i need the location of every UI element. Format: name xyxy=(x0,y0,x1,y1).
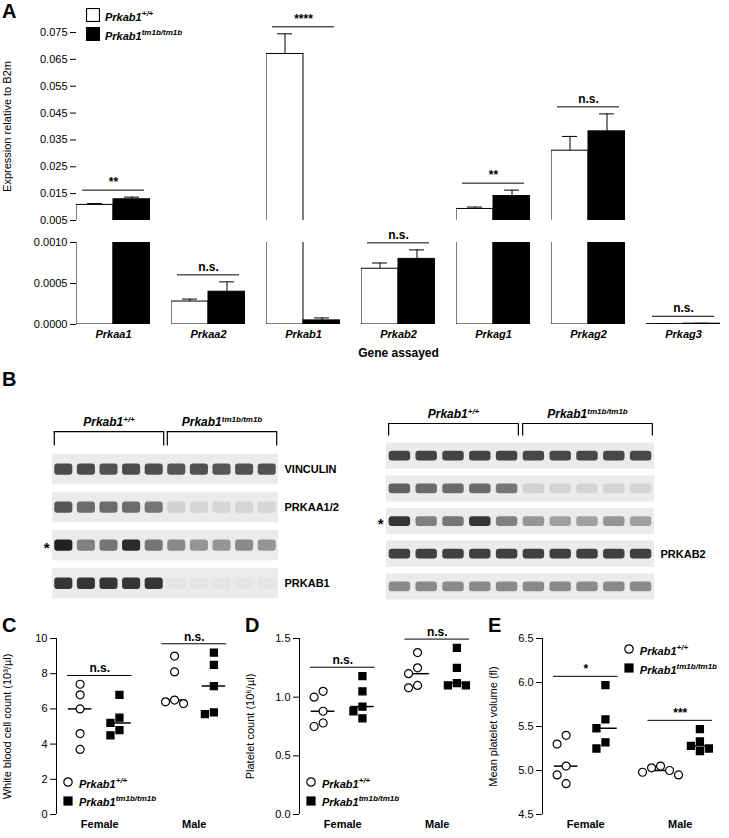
svg-text:1.0: 1.0 xyxy=(275,691,290,703)
svg-text:6.0: 6.0 xyxy=(518,676,533,688)
svg-text:0.015: 0.015 xyxy=(40,187,68,199)
html-text:C: C xyxy=(2,614,17,636)
svg-text:Prkaa1: Prkaa1 xyxy=(95,328,131,340)
svg-text:Prkag1: Prkag1 xyxy=(475,328,512,340)
svg-text:n.s.: n.s. xyxy=(673,301,694,315)
svg-text:n.s.: n.s. xyxy=(89,661,110,675)
svg-text:1.5: 1.5 xyxy=(275,632,290,644)
svg-text:0.025: 0.025 xyxy=(40,160,68,172)
svg-text:n.s.: n.s. xyxy=(184,630,205,644)
html-text:D: D xyxy=(245,614,260,636)
svg-text:2: 2 xyxy=(41,773,47,785)
html-text:A: A xyxy=(2,0,17,22)
svg-text:Female: Female xyxy=(81,818,119,830)
svg-text:****: **** xyxy=(294,12,313,26)
svg-text:0.065: 0.065 xyxy=(40,53,68,65)
svg-text:Expression relative to B2m: Expression relative to B2m xyxy=(1,61,13,192)
svg-text:Prkab1+/+: Prkab1+/+ xyxy=(428,407,480,421)
svg-text:Prkab1tm1b/tm1b: Prkab1tm1b/tm1b xyxy=(182,415,263,429)
svg-text:PRKAB2: PRKAB2 xyxy=(661,548,706,560)
svg-text:n.s.: n.s. xyxy=(198,260,219,274)
html-text:Prkab1tm1b/tm1b: Prkab1tm1b/tm1b xyxy=(105,27,183,42)
svg-text:0.0000: 0.0000 xyxy=(34,318,68,330)
svg-text:6.5: 6.5 xyxy=(518,632,533,644)
svg-text:0.0: 0.0 xyxy=(275,808,290,820)
svg-text:n.s.: n.s. xyxy=(578,92,599,106)
svg-text:Male: Male xyxy=(425,818,449,830)
svg-text:Prkag3: Prkag3 xyxy=(665,328,702,340)
html-text:Prkab1+/+: Prkab1+/+ xyxy=(105,9,154,23)
svg-text:0.0005: 0.0005 xyxy=(34,277,68,289)
svg-text:Prkab1: Prkab1 xyxy=(285,328,322,340)
svg-text:0.0010: 0.0010 xyxy=(34,236,68,248)
svg-text:4.5: 4.5 xyxy=(518,808,533,820)
svg-text:Male: Male xyxy=(668,818,692,830)
svg-text:8: 8 xyxy=(41,667,47,679)
svg-text:0.005: 0.005 xyxy=(40,214,68,226)
svg-text:PRKAB1: PRKAB1 xyxy=(285,577,330,589)
svg-text:n.s.: n.s. xyxy=(388,228,409,242)
svg-text:0: 0 xyxy=(41,808,47,820)
html-text:Prkab1+/+: Prkab1+/+ xyxy=(639,643,689,657)
svg-text:5.5: 5.5 xyxy=(518,720,533,732)
svg-text:Female: Female xyxy=(324,818,362,830)
html-text:Prkab1tm1b/tm1b: Prkab1tm1b/tm1b xyxy=(79,794,157,808)
svg-text:*: * xyxy=(44,539,50,556)
svg-text:Prkab2: Prkab2 xyxy=(380,328,417,340)
svg-text:***: *** xyxy=(673,706,687,720)
svg-text:Male: Male xyxy=(182,818,206,830)
svg-text:Prkab1+/+: Prkab1+/+ xyxy=(83,415,135,429)
svg-text:Mean platelet volume (fl): Mean platelet volume (fl) xyxy=(487,666,499,786)
html-text:Prkab1tm1b/tm1b: Prkab1tm1b/tm1b xyxy=(322,794,400,808)
svg-text:Female: Female xyxy=(567,818,605,830)
svg-text:4: 4 xyxy=(41,738,47,750)
svg-text:**: ** xyxy=(109,175,119,189)
html-text:Prkab1+/+: Prkab1+/+ xyxy=(79,775,128,790)
svg-text:Prkab1tm1b/tm1b: Prkab1tm1b/tm1b xyxy=(547,407,628,421)
svg-text:5.0: 5.0 xyxy=(518,764,533,776)
svg-text:PRKAA1/2: PRKAA1/2 xyxy=(285,501,339,513)
svg-text:0.045: 0.045 xyxy=(40,107,68,119)
html-text:Prkab1+/+: Prkab1+/+ xyxy=(322,775,371,790)
svg-text:*: * xyxy=(583,662,588,676)
svg-text:Prkaa2: Prkaa2 xyxy=(190,328,226,340)
svg-text:6: 6 xyxy=(41,702,47,714)
html-text:E: E xyxy=(488,614,502,636)
svg-text:White blood cell count (10³/µl: White blood cell count (10³/µl) xyxy=(1,654,13,800)
html-text:Gene assayed: Gene assayed xyxy=(358,346,439,360)
svg-text:0.035: 0.035 xyxy=(40,133,68,145)
svg-text:VINCULIN: VINCULIN xyxy=(285,463,337,475)
svg-text:0.055: 0.055 xyxy=(40,80,68,92)
svg-text:*: * xyxy=(378,515,384,532)
svg-text:Prkag2: Prkag2 xyxy=(570,328,607,340)
html-text:B: B xyxy=(2,368,17,390)
html-text:Prkab1tm1b/tm1b: Prkab1tm1b/tm1b xyxy=(639,661,717,676)
svg-text:0.5: 0.5 xyxy=(275,749,290,761)
svg-text:0.075: 0.075 xyxy=(40,26,68,38)
svg-text:n.s.: n.s. xyxy=(427,625,448,639)
svg-text:Platelet count (10⁶/µl): Platelet count (10⁶/µl) xyxy=(244,674,256,780)
svg-text:n.s.: n.s. xyxy=(332,653,353,667)
svg-text:**: ** xyxy=(489,168,499,182)
svg-text:10: 10 xyxy=(35,632,47,644)
